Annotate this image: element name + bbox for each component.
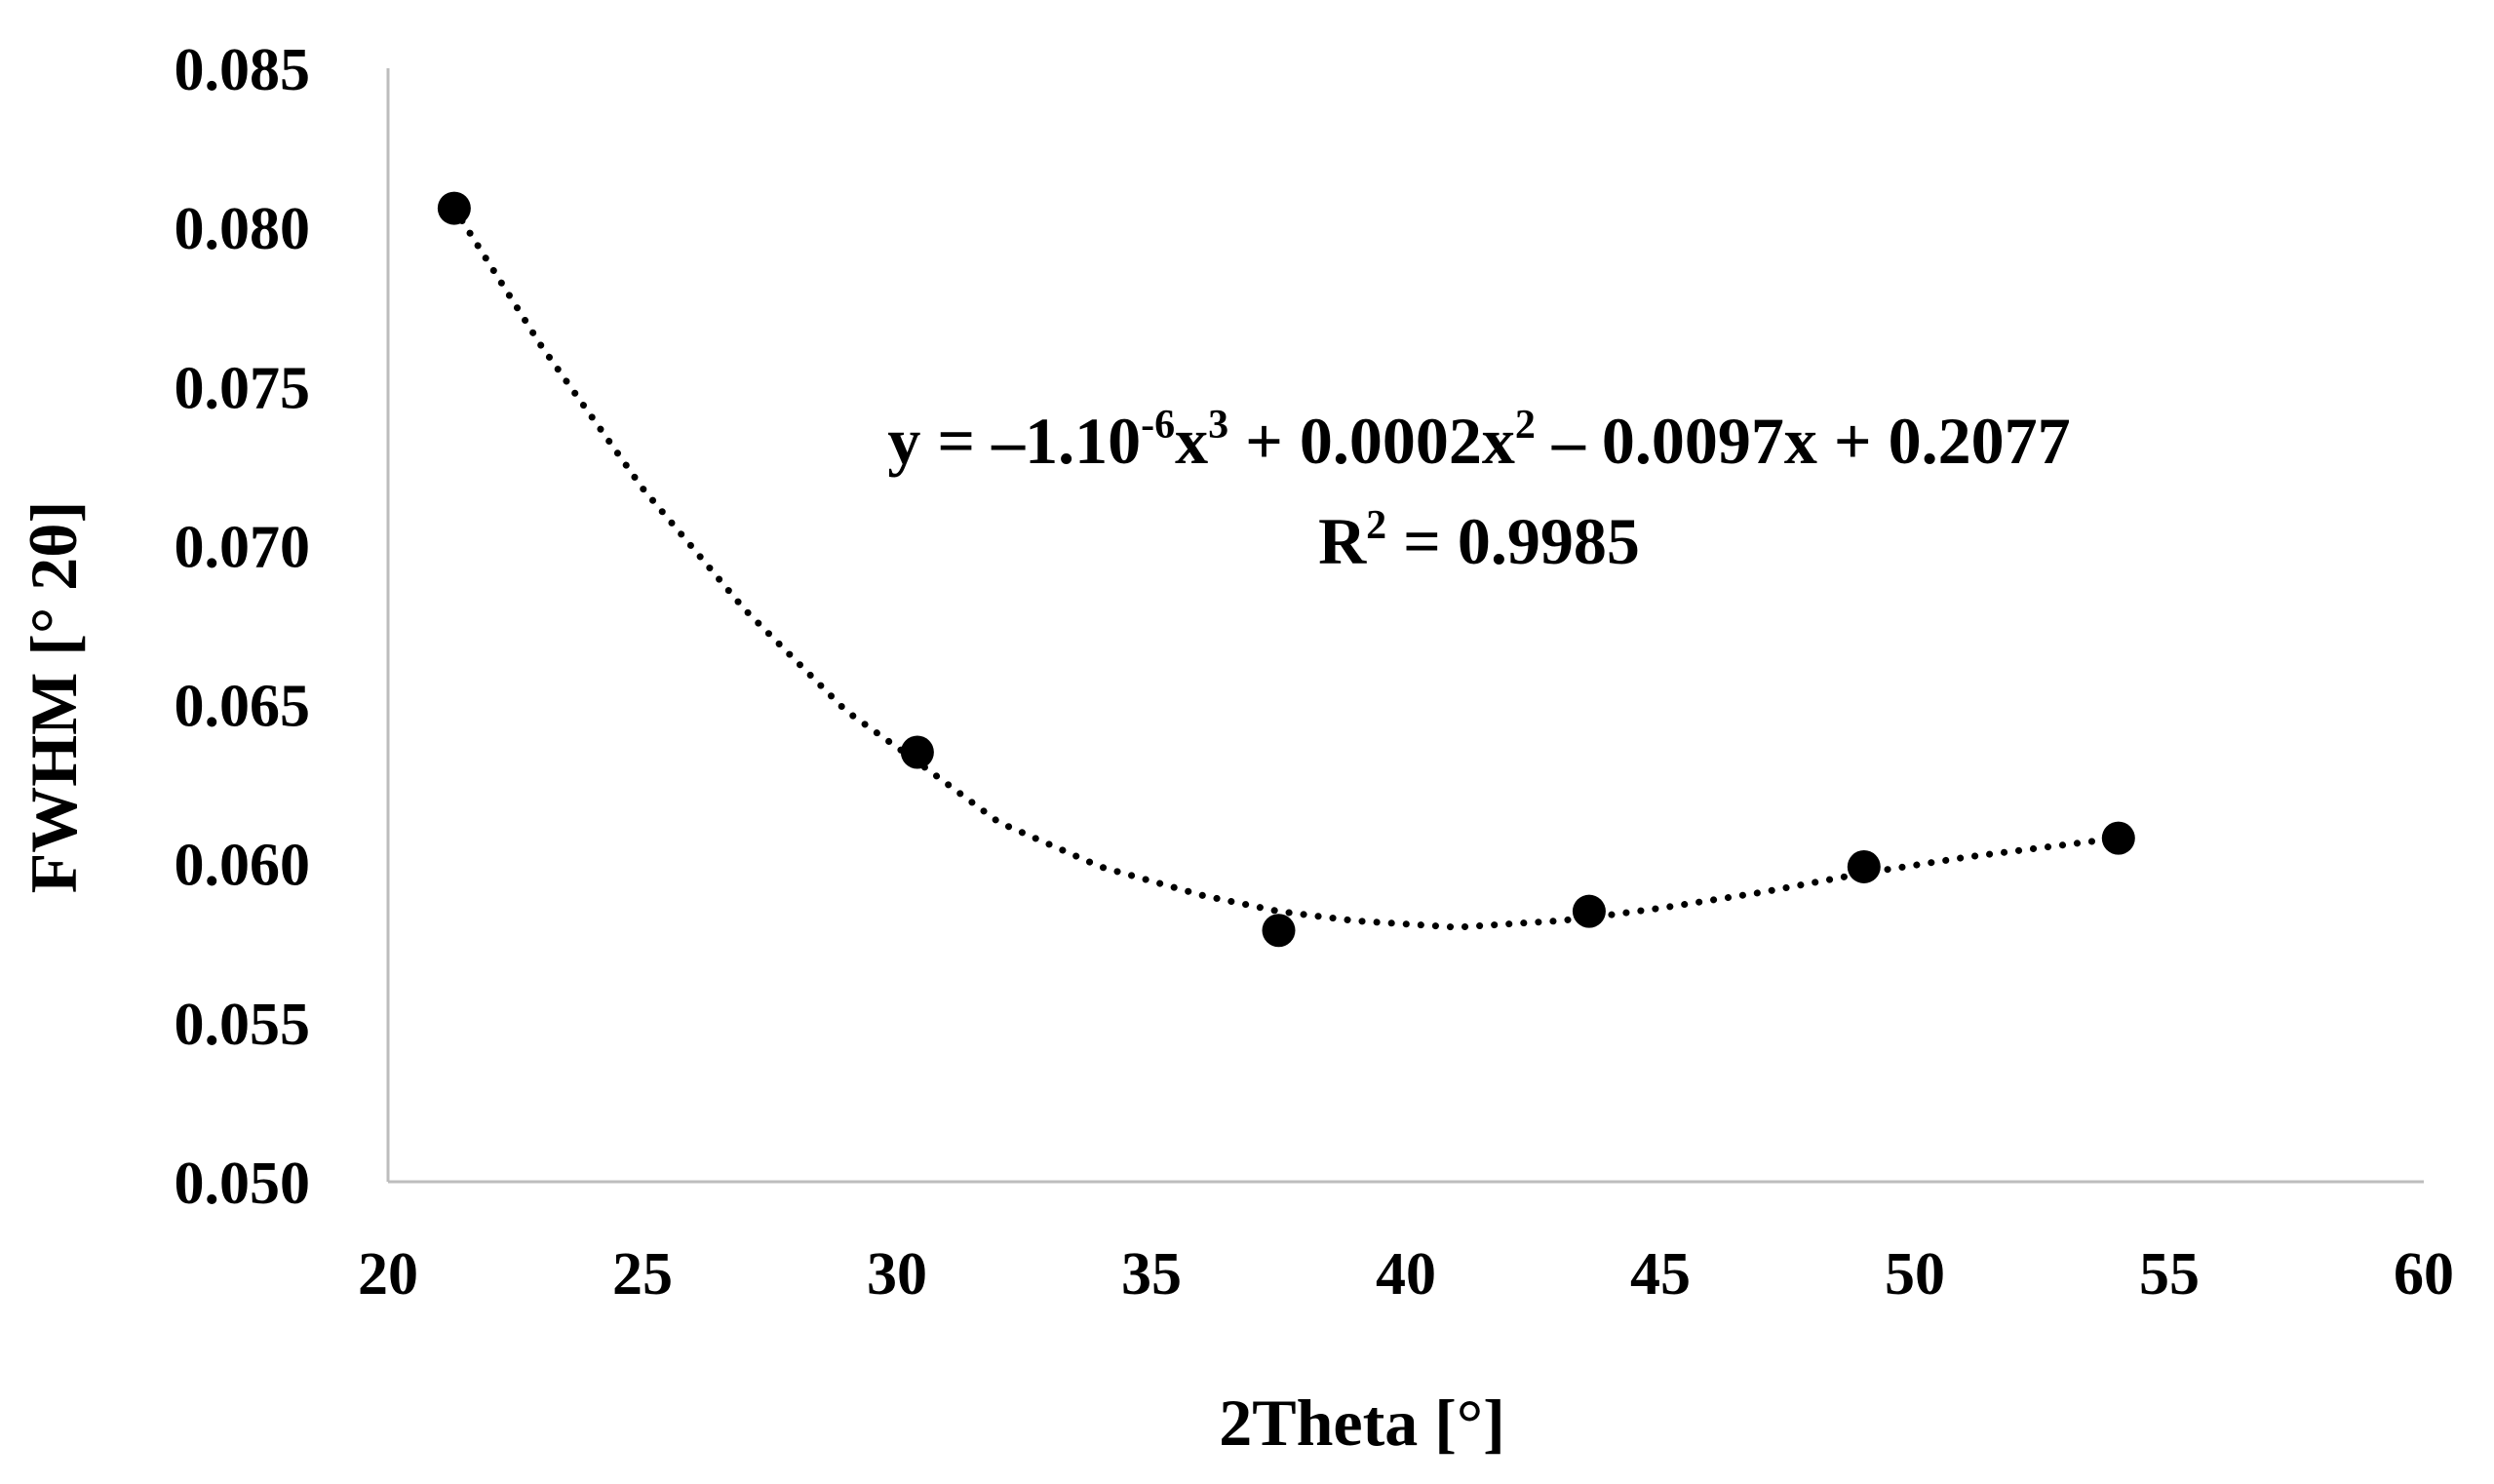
equation-mid1: x [1175, 404, 1208, 478]
x-tick-label: 35 [1121, 1241, 1182, 1308]
y-axis-tick-labels: 0.050 0.055 0.060 0.065 0.070 0.075 0.080 0.085 [175, 37, 311, 1217]
data-points [437, 191, 2135, 948]
r-squared-tail: = 0.9985 [1386, 504, 1640, 578]
data-point [1572, 894, 1606, 928]
r-squared-exp: 2 [1366, 503, 1386, 548]
data-point [437, 191, 471, 225]
y-tick-label: 0.065 [175, 674, 311, 740]
trendline [450, 205, 2123, 931]
x-tick-label: 50 [1885, 1241, 1945, 1308]
r-squared-label: R2 = 0.9985 [1318, 503, 1640, 578]
equation-exp2: 3 [1208, 403, 1228, 448]
y-tick-label: 0.055 [175, 992, 311, 1058]
y-tick-label: 0.075 [175, 355, 311, 421]
y-tick-label: 0.080 [175, 196, 311, 262]
y-tick-label: 0.050 [175, 1151, 311, 1217]
x-tick-label: 60 [2394, 1241, 2454, 1308]
trendline-equation: y = –1.10-6x3 + 0.0002x2 – 0.0097x + 0.2… [887, 403, 2070, 478]
data-point [2101, 821, 2135, 855]
data-point [1262, 914, 1296, 948]
x-tick-label: 20 [358, 1241, 418, 1308]
equation-exp1: -6 [1141, 403, 1175, 448]
x-tick-label: 45 [1630, 1241, 1691, 1308]
equation-lead: y = –1.10 [887, 404, 1141, 478]
trendline-group [450, 205, 2123, 931]
x-axis-tick-labels: 20 25 30 35 40 45 50 55 60 [358, 1241, 2454, 1308]
y-axis-title: FWHM [° 2θ] [17, 501, 91, 894]
data-point [900, 735, 934, 769]
x-tick-label: 30 [867, 1241, 927, 1308]
y-tick-label: 0.070 [175, 514, 311, 580]
equation-tail: – 0.0097x + 0.2077 [1536, 404, 2071, 478]
y-tick-label: 0.060 [175, 833, 311, 899]
data-point [1847, 849, 1881, 883]
x-tick-label: 40 [1376, 1241, 1436, 1308]
axes [386, 68, 2424, 1184]
x-axis-title: 2Theta [°] [1219, 1386, 1504, 1460]
equation-exp3: 2 [1515, 403, 1536, 448]
r-squared-lead: R [1318, 504, 1367, 578]
x-tick-label: 25 [612, 1241, 673, 1308]
equation-mid2: + 0.0002x [1228, 404, 1515, 478]
x-tick-label: 55 [2139, 1241, 2200, 1308]
y-tick-label: 0.085 [175, 37, 311, 103]
